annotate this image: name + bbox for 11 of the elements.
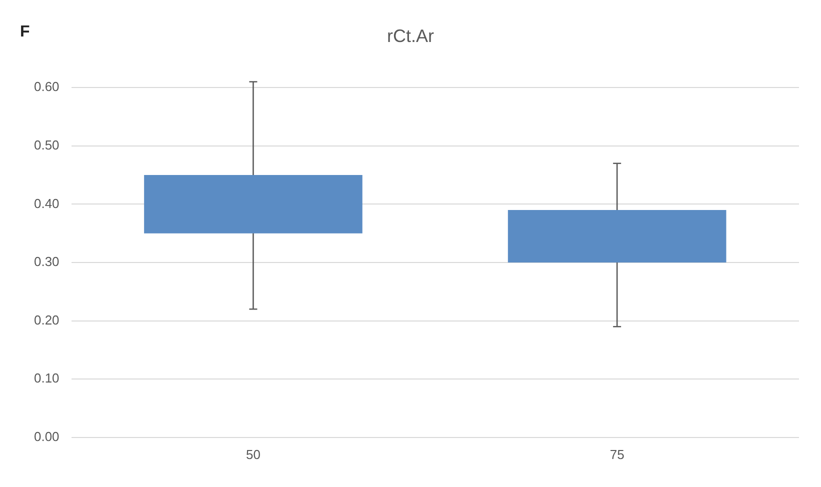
y-tick-label: 0.40 xyxy=(34,196,60,211)
y-tick-label: 0.60 xyxy=(34,79,60,94)
y-tick-label: 0.00 xyxy=(34,428,60,444)
y-tick-label: 0.30 xyxy=(34,254,60,270)
y-tick-label: 0.10 xyxy=(34,370,60,386)
y-tick-label: 0.20 xyxy=(34,312,60,328)
x-tick-label: 75 xyxy=(610,446,624,462)
x-tick-label: 50 xyxy=(246,446,260,462)
text: F xyxy=(20,23,30,40)
y-tick-label: 0.50 xyxy=(34,137,60,152)
chart-title: rCt.Ar xyxy=(387,26,434,46)
